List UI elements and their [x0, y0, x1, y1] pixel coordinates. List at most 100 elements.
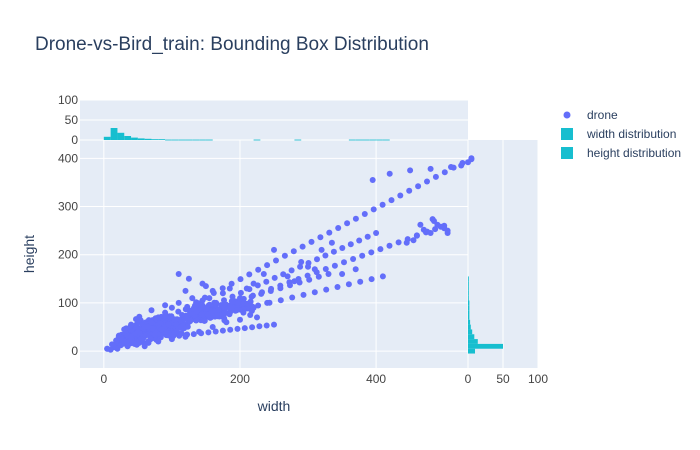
drone-point [410, 237, 417, 244]
drone-point [277, 297, 284, 304]
drone-point [325, 271, 332, 277]
drone-point [368, 276, 375, 283]
drone-point [317, 234, 324, 241]
drone-point [121, 326, 128, 333]
height-hist-count-label: 50 [496, 372, 510, 386]
drone-point [250, 304, 257, 311]
drone-point [167, 314, 174, 321]
drone-point [326, 229, 333, 236]
width-distribution-bar [362, 139, 370, 141]
drone-point [202, 283, 209, 290]
width-distribution-bar [382, 139, 390, 141]
height-distribution-bar [468, 276, 469, 282]
drone-point [134, 319, 141, 326]
drone-point [141, 324, 148, 330]
drone-scatter-points [104, 155, 475, 353]
drone-point [284, 273, 291, 280]
legend-item[interactable]: drone [563, 108, 619, 122]
drone-point [240, 309, 247, 316]
drone-point [306, 276, 313, 283]
drone-point [234, 300, 241, 307]
drone-point [247, 298, 254, 305]
width-distribution-bar [137, 138, 145, 140]
drone-point [359, 252, 366, 259]
drone-point [162, 302, 169, 309]
drone-point [168, 336, 175, 343]
drone-point [328, 239, 335, 246]
drone-point [448, 164, 454, 170]
width-distribution-bar [165, 139, 172, 141]
chart-title: Drone-vs-Bird_train: Bounding Box Distri… [35, 34, 429, 55]
drone-point [277, 285, 284, 292]
drone-point [406, 187, 413, 194]
drone-point [255, 266, 262, 273]
width-distribution-bar [158, 139, 166, 140]
legend-square-icon [561, 128, 573, 140]
drone-point [407, 167, 414, 174]
drone-point [201, 317, 208, 324]
drone-point [344, 220, 351, 227]
width-distribution-bar [103, 136, 111, 140]
width-distribution-bar [199, 139, 206, 141]
drone-point [356, 237, 363, 244]
legend-circle-icon [563, 111, 571, 119]
legend[interactable]: drone width distribution height distributi… [561, 108, 681, 160]
drone-point [369, 177, 376, 183]
drone-point [189, 295, 196, 302]
drone-point [198, 311, 205, 318]
legend-item[interactable]: width distribution [561, 127, 676, 141]
drone-point [427, 165, 434, 172]
width-distribution-bar [185, 139, 193, 141]
drone-point [215, 307, 222, 313]
drone-point [311, 266, 318, 273]
drone-point [386, 242, 393, 249]
x-tick-label: 0 [100, 372, 107, 386]
drone-point [330, 248, 337, 255]
drone-point [162, 309, 169, 316]
width-distribution-bar [124, 136, 132, 140]
height-distribution-bar [468, 286, 469, 291]
drone-point [403, 239, 410, 246]
x-tick-label: 400 [366, 372, 386, 386]
drone-point [128, 333, 135, 340]
drone-point [206, 295, 213, 302]
width-distribution-bar [205, 139, 213, 141]
drone-point [128, 321, 135, 328]
height-distribution-bar [468, 314, 470, 320]
drone-point [299, 243, 306, 250]
width-distribution-bar [178, 139, 186, 141]
drone-point [315, 273, 322, 280]
drone-point [339, 245, 346, 251]
drone-point [432, 173, 439, 180]
width-distribution-bar [131, 137, 138, 140]
height-histogram-count-ticks: 0 50 100 [465, 372, 549, 386]
drone-point [168, 304, 175, 311]
drone-point [227, 326, 234, 333]
drone-point [247, 312, 254, 318]
drone-point [196, 328, 203, 335]
drone-point [345, 281, 352, 288]
legend-item[interactable]: height distribution [561, 146, 681, 160]
drone-point [250, 280, 257, 287]
drone-point [148, 307, 155, 314]
drone-point [395, 239, 402, 246]
x-axis-label: width [257, 398, 291, 414]
width-distribution-bar [348, 139, 356, 141]
drone-point [223, 319, 230, 326]
drone-point [175, 271, 182, 277]
height-distribution-bar [468, 324, 471, 330]
drone-point [424, 178, 430, 185]
drone-point [246, 271, 253, 278]
y-tick-label: 200 [58, 248, 78, 262]
height-distribution-bar [468, 329, 473, 335]
drone-point [212, 328, 219, 335]
drone-point [185, 275, 192, 282]
drone-point [260, 271, 267, 277]
drone-point [305, 263, 311, 270]
drone-point [352, 215, 359, 222]
drone-point [290, 248, 297, 255]
drone-point [311, 289, 318, 296]
drone-point [271, 274, 278, 281]
drone-point [115, 333, 122, 340]
drone-point [109, 341, 115, 348]
